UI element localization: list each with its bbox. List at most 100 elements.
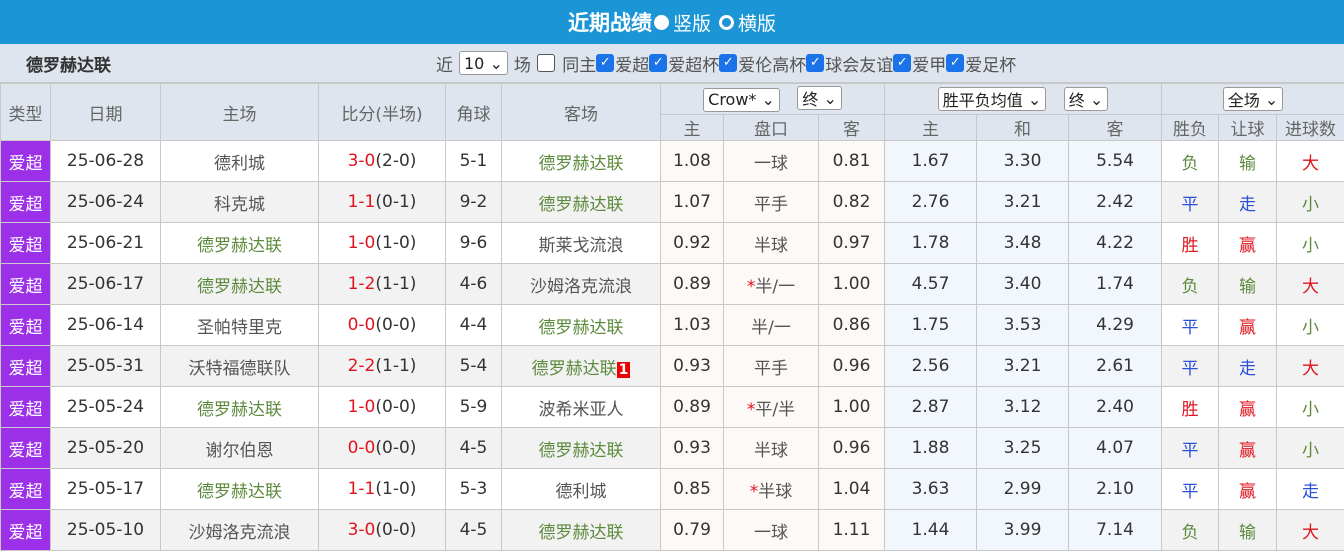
home-team[interactable]: 沙姆洛克流浪	[160, 509, 319, 551]
same-home-checkbox[interactable]	[536, 54, 555, 72]
score-cell[interactable]: 2-2(1-1)	[318, 345, 446, 387]
league-type[interactable]: 爱超	[0, 222, 51, 264]
match-count-select[interactable]: 10 ⌄	[459, 51, 508, 75]
odds-stage-select[interactable]: 终 ⌄	[797, 86, 842, 111]
euro-select[interactable]: 胜平负均值 ⌄	[937, 87, 1047, 111]
ah-line-text: 半/一	[755, 276, 796, 297]
league-type[interactable]: 爱超	[0, 468, 51, 510]
ah-home-odds: 0.79	[660, 509, 724, 551]
away-cell[interactable]: 德罗赫达联	[501, 181, 661, 223]
score-cell[interactable]: 3-0(2-0)	[318, 140, 446, 182]
match-date: 25-05-31	[50, 345, 161, 387]
eu-draw-odds: 3.21	[976, 345, 1070, 387]
result: 平	[1161, 468, 1220, 510]
view-horizontal-label[interactable]: 横版	[738, 12, 777, 35]
table-row[interactable]: 爱超 25-06-21 德罗赫达联 1-0(1-0) 9-6 斯莱戈流浪 0.9…	[0, 222, 1344, 264]
table-row[interactable]: 爱超 25-06-24 科克城 1-1(0-1) 9-2 德罗赫达联 1.07 …	[0, 181, 1344, 223]
league-type[interactable]: 爱超	[0, 304, 51, 346]
half-score: (0-1)	[375, 192, 417, 212]
home-team[interactable]: 德利城	[160, 140, 319, 182]
league-type[interactable]: 爱超	[0, 181, 51, 223]
away-cell[interactable]: 德罗赫达联 1	[501, 345, 661, 387]
league-type[interactable]: 爱超	[0, 386, 51, 428]
league-type[interactable]: 爱超	[0, 263, 51, 305]
full-score: 1-0	[347, 397, 376, 417]
score-cell[interactable]: 3-0(0-0)	[318, 509, 446, 551]
league-label: 爱甲	[912, 55, 947, 76]
league-checkbox[interactable]: ✓	[596, 54, 615, 72]
score-cell[interactable]: 1-2(1-1)	[318, 263, 446, 305]
ah-line: *半球	[723, 468, 819, 510]
match-date: 25-06-14	[50, 304, 161, 346]
away-cell[interactable]: 波希米亚人	[501, 386, 661, 428]
corners: 4-4	[445, 304, 502, 346]
league-checkbox[interactable]: ✓	[893, 54, 912, 72]
table-row[interactable]: 爱超 25-05-31 沃特福德联队 2-2(1-1) 5-4 德罗赫达联 1 0…	[0, 345, 1344, 387]
table-row[interactable]: 爱超 25-05-24 德罗赫达联 1-0(0-0) 5-9 波希米亚人 0.8…	[0, 386, 1344, 428]
radio-vertical-icon[interactable]	[653, 14, 669, 30]
eu-home-odds: 1.75	[884, 304, 978, 346]
euro-stage-select[interactable]: 终 ⌄	[1063, 87, 1109, 111]
score-cell[interactable]: 1-1(0-1)	[318, 181, 446, 223]
table-row[interactable]: 爱超 25-05-17 德罗赫达联 1-1(1-0) 5-3 德利城 0.85 …	[0, 468, 1344, 510]
score-cell[interactable]: 1-0(1-0)	[318, 222, 446, 264]
score-cell[interactable]: 1-1(1-0)	[318, 468, 446, 510]
away-cell[interactable]: 德罗赫达联	[501, 140, 661, 182]
table-row[interactable]: 爱超 25-05-20 谢尔伯恩 0-0(0-0) 4-5 德罗赫达联 0.93…	[0, 427, 1344, 469]
home-team[interactable]: 谢尔伯恩	[160, 427, 319, 469]
euro-stage-value: 终	[1068, 91, 1085, 110]
ah-line: 平手	[723, 345, 819, 387]
home-team[interactable]: 圣帕特里克	[160, 304, 319, 346]
corners: 5-3	[445, 468, 502, 510]
league-checkbox[interactable]: ✓	[806, 54, 825, 72]
ah-away-odds: 0.96	[817, 345, 886, 387]
league-type[interactable]: 爱超	[0, 140, 51, 182]
goals-result: 走	[1276, 468, 1344, 510]
league-checkbox[interactable]: ✓	[946, 54, 965, 72]
half-score: (0-0)	[375, 315, 417, 335]
result: 负	[1161, 140, 1220, 182]
league-checkbox[interactable]: ✓	[649, 54, 668, 72]
ah-home-odds: 0.92	[660, 222, 724, 264]
goals-result: 小	[1276, 386, 1344, 428]
result-header: 全场 ⌄	[1161, 83, 1344, 115]
corners: 5-1	[445, 140, 502, 182]
home-team[interactable]: 沃特福德联队	[160, 345, 319, 387]
eu-home-odds: 1.67	[884, 140, 978, 182]
ah-home-odds: 0.89	[660, 386, 724, 428]
score-cell[interactable]: 0-0(0-0)	[318, 304, 446, 346]
scope-select[interactable]: 全场 ⌄	[1222, 87, 1284, 111]
away-cell[interactable]: 德利城	[501, 468, 661, 510]
view-vertical-label[interactable]: 竖版	[672, 12, 711, 35]
home-team[interactable]: 德罗赫达联	[160, 263, 319, 305]
corners: 4-6	[445, 263, 502, 305]
table-row[interactable]: 爱超 25-06-28 德利城 3-0(2-0) 5-1 德罗赫达联 1.08 …	[0, 140, 1344, 182]
radio-horizontal-icon[interactable]	[719, 14, 734, 30]
away-cell[interactable]: 德罗赫达联	[501, 509, 661, 551]
league-type[interactable]: 爱超	[0, 509, 51, 551]
league-type[interactable]: 爱超	[0, 345, 51, 387]
match-date: 25-05-24	[50, 386, 161, 428]
company-select[interactable]: Crow* ⌄	[703, 87, 780, 112]
league-checkbox[interactable]: ✓	[719, 54, 738, 72]
away-cell[interactable]: 德罗赫达联	[501, 427, 661, 469]
away-cell[interactable]: 沙姆洛克流浪	[501, 263, 661, 305]
away-cell[interactable]: 德罗赫达联	[501, 304, 661, 346]
table-row[interactable]: 爱超 25-06-17 德罗赫达联 1-2(1-1) 4-6 沙姆洛克流浪 0.…	[0, 263, 1344, 305]
result: 平	[1161, 181, 1220, 223]
league-type[interactable]: 爱超	[0, 427, 51, 469]
home-team[interactable]: 德罗赫达联	[160, 468, 319, 510]
away-cell[interactable]: 斯莱戈流浪	[501, 222, 661, 264]
eu-draw-odds: 2.99	[976, 468, 1070, 510]
home-team[interactable]: 德罗赫达联	[160, 222, 319, 264]
home-team[interactable]: 科克城	[160, 181, 319, 223]
score-cell[interactable]: 1-0(0-0)	[318, 386, 446, 428]
away-team: 德罗赫达联	[538, 153, 624, 174]
away-team: 德罗赫达联	[531, 358, 617, 379]
score-cell[interactable]: 0-0(0-0)	[318, 427, 446, 469]
ah-line: *平/半	[723, 386, 819, 428]
home-team[interactable]: 德罗赫达联	[160, 386, 319, 428]
table-row[interactable]: 爱超 25-05-10 沙姆洛克流浪 3-0(0-0) 4-5 德罗赫达联 0.…	[0, 509, 1344, 551]
table-row[interactable]: 爱超 25-06-14 圣帕特里克 0-0(0-0) 4-4 德罗赫达联 1.0…	[0, 304, 1344, 346]
col-handicap: 让球	[1218, 114, 1278, 141]
